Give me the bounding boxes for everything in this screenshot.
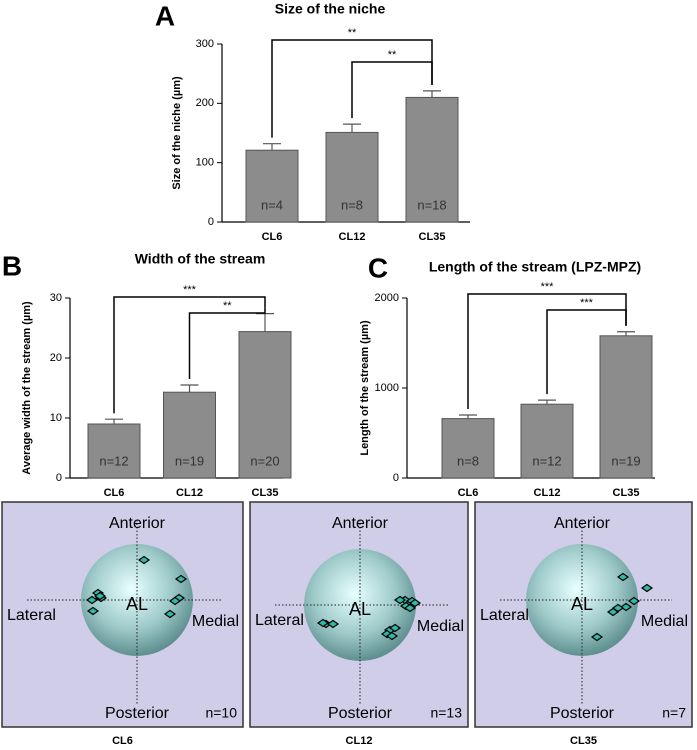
- cell-marker: [590, 632, 604, 642]
- n-label: n=19: [175, 453, 204, 468]
- n-label: n=7: [662, 705, 686, 721]
- y-tick-label: 30: [50, 292, 62, 304]
- n-label: n=12: [532, 453, 561, 468]
- cell-marker: [408, 598, 422, 608]
- y-axis-label: Average width of the stream (µm): [21, 301, 33, 475]
- n-label: n=13: [430, 705, 462, 721]
- cell-marker: [174, 574, 188, 584]
- posterior-label: Posterior: [550, 705, 615, 722]
- bar: [238, 331, 292, 479]
- cell-marker: [137, 555, 151, 565]
- n-label: n=12: [99, 453, 128, 468]
- significance-label: **: [388, 49, 397, 61]
- anterior-label: Anterior: [332, 515, 389, 532]
- cell-marker: [619, 602, 633, 612]
- cell-marker: [86, 606, 100, 616]
- cell-marker: [385, 631, 399, 641]
- panel-label: CL6: [112, 735, 133, 747]
- significance-bracket: [351, 61, 433, 119]
- significance-bracket: [113, 296, 266, 414]
- x-tick-label: CL35: [419, 231, 446, 243]
- y-tick-label: 20: [50, 352, 62, 364]
- significance-label: ***: [183, 284, 197, 296]
- cell-marker: [316, 618, 330, 628]
- x-tick-label: CL12: [534, 487, 561, 499]
- medial-label: Medial: [641, 613, 688, 630]
- y-tick-label: 0: [56, 472, 62, 484]
- panel-letter: A: [155, 0, 175, 31]
- cell-marker: [388, 623, 402, 633]
- al-label: AL: [571, 594, 593, 614]
- cell-marker: [403, 603, 417, 613]
- y-tick-label: 0: [393, 472, 399, 484]
- lateral-label: Lateral: [480, 607, 529, 624]
- bar: [405, 96, 459, 223]
- significance-label: **: [223, 300, 232, 312]
- x-tick-label: CL35: [613, 487, 640, 499]
- y-tick-label: 10: [50, 412, 62, 424]
- y-tick-label: 0: [208, 216, 214, 228]
- anterior-label: Anterior: [554, 515, 611, 532]
- al-label: AL: [126, 594, 148, 614]
- significance-bracket: [188, 307, 266, 379]
- y-tick-label: 2000: [375, 292, 399, 304]
- al-label: AL: [349, 599, 371, 619]
- posterior-label: Posterior: [105, 705, 170, 722]
- anterior-label: Anterior: [109, 515, 166, 532]
- panel-letter: C: [368, 252, 388, 283]
- lateral-label: Lateral: [7, 607, 56, 624]
- x-tick-label: CL6: [104, 487, 125, 499]
- posterior-label: Posterior: [328, 705, 393, 722]
- y-tick-label: 1000: [375, 382, 399, 394]
- n-label: n=8: [457, 453, 479, 468]
- n-label: n=8: [341, 197, 363, 212]
- n-label: n=18: [417, 197, 446, 212]
- bar: [441, 418, 495, 479]
- cell-marker: [163, 609, 177, 619]
- lateral-label: Lateral: [255, 612, 304, 629]
- n-label: n=4: [261, 197, 283, 212]
- cell-marker: [85, 595, 99, 605]
- n-label: n=10: [205, 705, 237, 721]
- y-axis-label: Size of the niche (µm): [171, 76, 183, 190]
- chart-title: Length of the stream (LPZ-MPZ): [429, 259, 641, 275]
- bar: [520, 403, 574, 479]
- cell-marker: [93, 591, 107, 601]
- y-tick-label: 200: [196, 97, 214, 109]
- significance-label: ***: [541, 281, 555, 293]
- chart-title: Size of the niche: [275, 1, 386, 17]
- significance-label: **: [348, 27, 357, 39]
- bar: [599, 335, 653, 479]
- bar: [87, 423, 141, 479]
- n-label: n=20: [250, 453, 279, 468]
- cell-marker: [326, 619, 340, 629]
- cell-marker: [168, 596, 182, 606]
- cell-marker: [627, 596, 641, 606]
- x-tick-label: CL6: [458, 487, 479, 499]
- y-axis-label: Length of the stream (µm): [359, 320, 371, 456]
- bar: [325, 131, 379, 223]
- panel-label: CL35: [570, 735, 597, 747]
- cell-marker: [393, 595, 407, 605]
- cell-marker: [616, 572, 630, 582]
- x-tick-label: CL12: [339, 231, 366, 243]
- chart-title: Width of the stream: [135, 251, 266, 267]
- panel-letter: B: [2, 250, 22, 281]
- x-tick-label: CL12: [176, 487, 203, 499]
- cell-marker: [606, 607, 620, 617]
- y-tick-label: 300: [196, 38, 214, 50]
- n-label: n=19: [611, 453, 640, 468]
- x-tick-label: CL35: [252, 487, 279, 499]
- significance-label: ***: [580, 297, 594, 309]
- medial-label: Medial: [417, 618, 464, 635]
- medial-label: Medial: [192, 613, 239, 630]
- significance-bracket: [546, 309, 627, 395]
- y-tick-label: 100: [196, 157, 214, 169]
- x-tick-label: CL6: [262, 231, 283, 243]
- cell-marker: [640, 583, 654, 593]
- bar: [245, 149, 299, 223]
- panel-label: CL12: [346, 735, 373, 747]
